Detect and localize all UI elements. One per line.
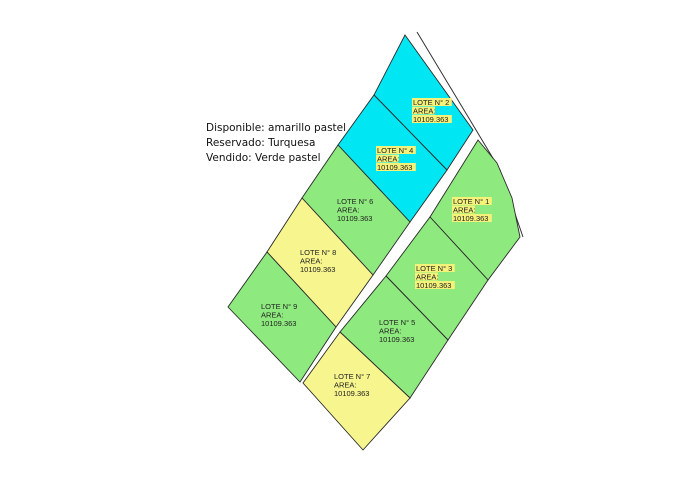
- lot-3-title: LOTE N° 3: [416, 264, 452, 273]
- lot-3-area-value: 10109.363: [416, 281, 451, 290]
- lot-8-area-label: AREA:: [300, 257, 323, 266]
- lot-2-area-value: 10109.363: [413, 115, 448, 124]
- lot-1-title: LOTE N° 1: [453, 197, 489, 206]
- lot-7-area-value: 10109.363: [334, 389, 369, 398]
- label-highlight: [452, 197, 492, 205]
- lot-6-area-value: 10109.363: [337, 214, 372, 223]
- lot-1-area-value: 10109.363: [453, 214, 488, 223]
- label-highlight: [452, 205, 475, 214]
- legend-vendido: Vendido: Verde pastel: [206, 152, 321, 164]
- label-highlight: [452, 214, 492, 222]
- label-highlight: [376, 146, 416, 154]
- label-highlight: [376, 154, 399, 163]
- lot-8-area-value: 10109.363: [300, 265, 335, 274]
- lot-9-parcel[interactable]: [227, 251, 337, 383]
- lot-3-area-label: AREA:: [416, 273, 439, 282]
- lot-2-title: LOTE N° 2: [413, 98, 449, 107]
- label-highlight: [412, 115, 452, 123]
- lot-7-parcel[interactable]: [302, 331, 411, 451]
- label-highlight: [376, 163, 416, 171]
- lot-7-area-label: AREA:: [334, 381, 357, 390]
- label-highlight: [412, 98, 452, 106]
- lot-5-area-label: AREA:: [379, 327, 402, 336]
- lot-9-title: LOTE N° 9: [261, 302, 297, 311]
- lot-2-area-label: AREA:: [413, 107, 436, 116]
- legend-reservado: Reservado: Turquesa: [206, 137, 316, 149]
- lot-9-area-label: AREA:: [261, 311, 284, 320]
- lot-4-title: LOTE N° 4: [377, 146, 413, 155]
- lot-6-title: LOTE N° 6: [337, 197, 373, 206]
- lot-5-title: LOTE N° 5: [379, 318, 415, 327]
- lot-6-area-label: AREA:: [337, 206, 360, 215]
- lot-1-area-label: AREA:: [453, 206, 476, 215]
- legend: Disponible: amarillo pastel Reservado: T…: [206, 121, 346, 166]
- lot-5-area-value: 10109.363: [379, 335, 414, 344]
- lot-7-title: LOTE N° 7: [334, 372, 370, 381]
- lot-8-title: LOTE N° 8: [300, 248, 336, 257]
- lot-4-area-label: AREA:: [377, 155, 400, 164]
- lot-4-area-value: 10109.363: [377, 163, 412, 172]
- lot-9-area-value: 10109.363: [261, 319, 296, 328]
- label-highlight: [415, 281, 455, 289]
- label-highlight: [412, 106, 435, 115]
- label-highlight: [415, 264, 455, 272]
- label-highlight: [415, 272, 438, 281]
- legend-disponible: Disponible: amarillo pastel: [206, 122, 347, 134]
